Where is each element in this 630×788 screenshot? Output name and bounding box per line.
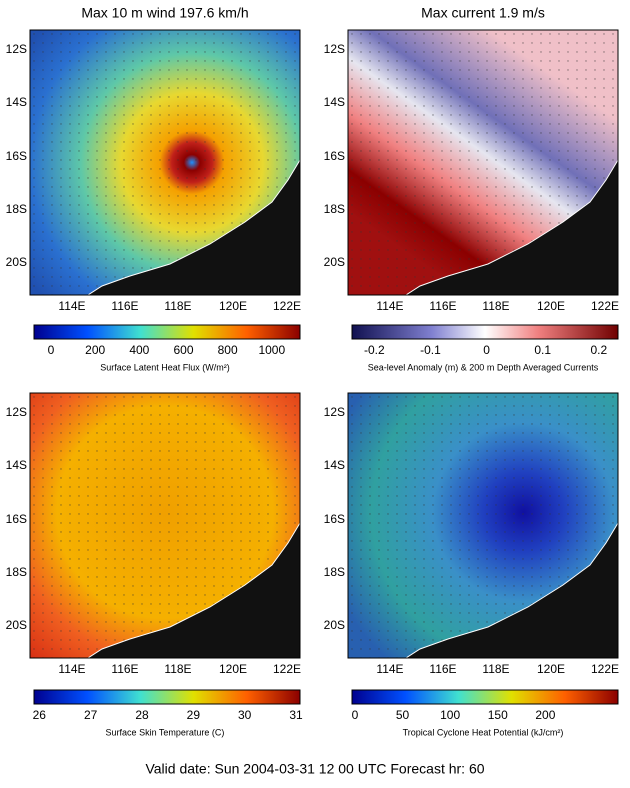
colorbar-tick: 150 bbox=[488, 708, 508, 722]
map bbox=[347, 29, 619, 296]
colorbar-tick: 29 bbox=[187, 708, 201, 722]
lat-label: 18S bbox=[6, 202, 27, 216]
lon-label: 118E bbox=[164, 662, 191, 676]
map-frame bbox=[29, 392, 301, 659]
lat-label: 18S bbox=[6, 565, 27, 579]
map bbox=[29, 392, 301, 659]
colorbar-tick: 26 bbox=[33, 708, 47, 722]
lon-label: 122E bbox=[591, 662, 619, 676]
map bbox=[347, 392, 619, 659]
map-frame bbox=[347, 29, 619, 296]
lat-label: 12S bbox=[324, 405, 345, 419]
colorbar-tick: 31 bbox=[289, 708, 303, 722]
colorbar-label: Surface Skin Temperature (C) bbox=[106, 727, 225, 737]
lon-label: 122E bbox=[273, 662, 301, 676]
lon-label: 114E bbox=[58, 299, 85, 313]
lat-label: 18S bbox=[324, 565, 345, 579]
lat-label: 20S bbox=[324, 618, 345, 632]
lat-label: 14S bbox=[6, 95, 27, 109]
lon-label: 120E bbox=[219, 662, 247, 676]
colorbar-tick: 0 bbox=[48, 343, 55, 357]
footer: Valid date: Sun 2004-03-31 12 00 UTC For… bbox=[145, 761, 484, 777]
lat-label: 14S bbox=[324, 95, 345, 109]
colorbar bbox=[351, 689, 619, 705]
map-frame bbox=[347, 392, 619, 659]
lat-label: 20S bbox=[6, 618, 27, 632]
lat-label: 16S bbox=[6, 149, 27, 163]
lon-label: 122E bbox=[273, 299, 301, 313]
colorbar-tick: 50 bbox=[396, 708, 410, 722]
colorbar-tick: 0.2 bbox=[591, 343, 608, 357]
lat-label: 12S bbox=[6, 405, 27, 419]
lon-label: 114E bbox=[376, 662, 403, 676]
panel-title: Max 10 m wind 197.6 km/h bbox=[81, 5, 248, 21]
colorbar-tick: 0 bbox=[483, 343, 490, 357]
colorbar-tick: 600 bbox=[173, 343, 193, 357]
panel-title: Max current 1.9 m/s bbox=[421, 5, 545, 21]
lat-label: 14S bbox=[6, 458, 27, 472]
colorbar bbox=[33, 689, 301, 705]
lon-label: 118E bbox=[482, 662, 509, 676]
colorbar-label: Tropical Cyclone Heat Potential (kJ/cm²) bbox=[403, 727, 564, 737]
lon-label: 118E bbox=[482, 299, 509, 313]
colorbar-tick: 0.1 bbox=[534, 343, 551, 357]
colorbar-tick: 400 bbox=[129, 343, 149, 357]
lat-label: 12S bbox=[324, 42, 345, 56]
colorbar-tick: 100 bbox=[440, 708, 460, 722]
lon-label: 114E bbox=[58, 662, 85, 676]
lat-label: 12S bbox=[6, 42, 27, 56]
colorbar-tick: 1000 bbox=[258, 343, 285, 357]
lat-label: 20S bbox=[6, 255, 27, 269]
lat-label: 16S bbox=[324, 512, 345, 526]
lon-label: 116E bbox=[111, 662, 138, 676]
colorbar-tick: 30 bbox=[238, 708, 252, 722]
lat-label: 14S bbox=[324, 458, 345, 472]
map bbox=[29, 29, 301, 296]
colorbar-tick: -0.1 bbox=[420, 343, 441, 357]
colorbar bbox=[33, 324, 301, 340]
lon-label: 116E bbox=[111, 299, 138, 313]
lon-label: 120E bbox=[537, 299, 565, 313]
colorbar-label: Surface Latent Heat Flux (W/m²) bbox=[100, 362, 230, 372]
lat-label: 20S bbox=[324, 255, 345, 269]
map-frame bbox=[29, 29, 301, 296]
colorbar-tick: 27 bbox=[84, 708, 98, 722]
lon-label: 116E bbox=[429, 299, 456, 313]
lon-label: 114E bbox=[376, 299, 403, 313]
lon-label: 122E bbox=[591, 299, 619, 313]
colorbar-tick: -0.2 bbox=[364, 343, 385, 357]
colorbar-tick: 0 bbox=[352, 708, 359, 722]
colorbar-tick: 28 bbox=[135, 708, 149, 722]
lat-label: 16S bbox=[324, 149, 345, 163]
lat-label: 16S bbox=[6, 512, 27, 526]
colorbar-tick: 200 bbox=[85, 343, 105, 357]
colorbar-tick: 200 bbox=[535, 708, 555, 722]
colorbar bbox=[351, 324, 619, 340]
lon-label: 120E bbox=[219, 299, 247, 313]
colorbar-label: Sea-level Anomaly (m) & 200 m Depth Aver… bbox=[368, 362, 599, 372]
lon-label: 118E bbox=[164, 299, 191, 313]
lon-label: 120E bbox=[537, 662, 565, 676]
colorbar-tick: 800 bbox=[218, 343, 238, 357]
lat-label: 18S bbox=[324, 202, 345, 216]
lon-label: 116E bbox=[429, 662, 456, 676]
